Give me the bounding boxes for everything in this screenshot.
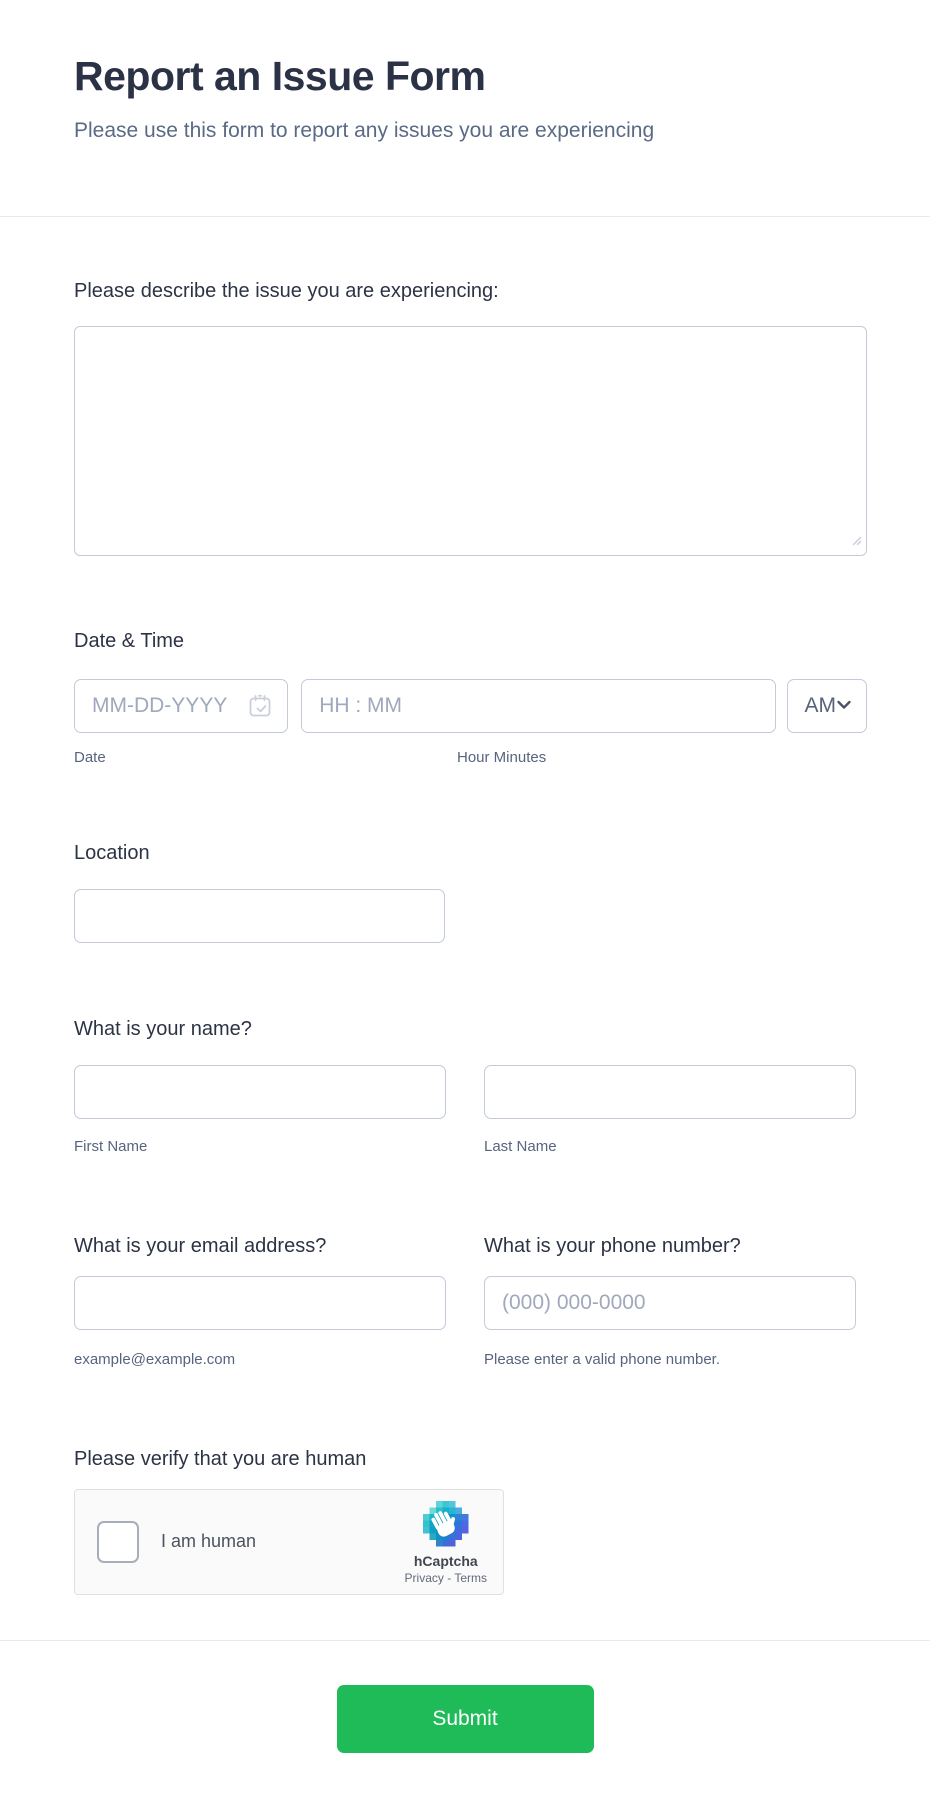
captcha-checkbox[interactable] [97, 1520, 139, 1563]
chevron-down-icon [836, 697, 852, 715]
form-footer: Submit [0, 1641, 930, 1810]
phone-helper-text: Please enter a valid phone number. [484, 1350, 720, 1368]
datetime-row: AM [74, 678, 867, 733]
question-issue: Please describe the issue you are experi… [74, 217, 867, 556]
name-sublabels: First Name Last Name [74, 1137, 867, 1157]
email-helper-text: example@example.com [74, 1350, 236, 1368]
ampm-selected-value: AM [804, 693, 837, 717]
question-captcha: Please verify that you are human I am hu… [74, 1370, 867, 1595]
hcaptcha-brand-label: hCaptcha [413, 1552, 478, 1569]
captcha-label: Please verify that you are human [74, 1447, 367, 1470]
datetime-sublabels: Date Hour Minutes [74, 748, 867, 768]
location-input[interactable] [74, 888, 445, 943]
form-subtitle: Please use this form to report any issue… [74, 119, 655, 143]
footer-divider [0, 1639, 930, 1641]
first-name-input[interactable] [74, 1064, 446, 1119]
phone-input[interactable] [484, 1275, 856, 1330]
form-body: Please describe the issue you are experi… [0, 217, 930, 1595]
last-name-sublabel: Last Name [484, 1137, 557, 1155]
email-label: What is your email address? [74, 1234, 327, 1257]
datetime-label: Date & Time [74, 629, 185, 652]
date-sublabel: Date [74, 748, 106, 766]
issue-textarea[interactable] [74, 325, 867, 556]
question-name: What is your name? First Name Last Name [74, 943, 867, 1157]
form-title: Report an Issue Form [74, 53, 486, 99]
hcaptcha-logo-icon [422, 1500, 469, 1552]
calendar-check-icon[interactable] [247, 693, 273, 724]
last-name-input[interactable] [484, 1064, 856, 1119]
issue-textarea-wrap [74, 325, 867, 556]
header-divider [0, 215, 930, 217]
name-label: What is your name? [74, 1017, 252, 1040]
date-field-wrap [74, 678, 289, 733]
email-input[interactable] [74, 1275, 446, 1330]
ampm-select[interactable]: AM [786, 678, 867, 733]
phone-label: What is your phone number? [484, 1234, 741, 1257]
last-name-col [484, 1064, 856, 1119]
phone-col: What is your phone number? Please enter … [484, 1233, 856, 1370]
submit-button[interactable]: Submit [336, 1684, 594, 1753]
issue-label: Please describe the issue you are experi… [74, 279, 499, 302]
name-inputs-row [74, 1064, 867, 1119]
time-sublabel: Hour Minutes [457, 748, 547, 766]
question-datetime: Date & Time AM [74, 556, 867, 768]
location-label: Location [74, 841, 150, 864]
first-name-sublabel: First Name [74, 1137, 148, 1155]
hcaptcha-widget: I am human [74, 1488, 504, 1595]
form-header: Report an Issue Form Please use this for… [0, 0, 930, 216]
date-input[interactable] [74, 678, 289, 733]
question-location: Location [74, 768, 867, 943]
time-input[interactable] [301, 678, 776, 733]
first-name-col [74, 1064, 446, 1119]
hcaptcha-privacy-terms-links[interactable]: Privacy - Terms [404, 1570, 487, 1585]
captcha-checkbox-label: I am human [161, 1531, 257, 1552]
hcaptcha-brand-block: hCaptcha Privacy - Terms [405, 1499, 487, 1585]
email-col: What is your email address? example@exam… [74, 1233, 446, 1370]
question-contact: What is your email address? example@exam… [74, 1157, 867, 1370]
resize-handle-icon[interactable] [850, 533, 862, 551]
